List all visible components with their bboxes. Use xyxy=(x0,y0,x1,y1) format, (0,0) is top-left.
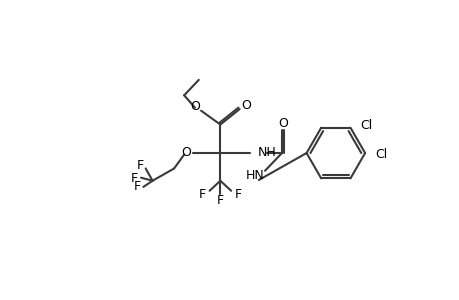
Text: O: O xyxy=(181,146,191,159)
Text: Cl: Cl xyxy=(374,148,386,161)
Text: O: O xyxy=(278,116,288,130)
Text: F: F xyxy=(216,194,224,206)
Text: O: O xyxy=(190,100,200,113)
Text: O: O xyxy=(241,99,250,112)
Text: F: F xyxy=(130,172,137,185)
Text: F: F xyxy=(234,188,241,201)
Text: F: F xyxy=(136,159,144,172)
Text: Cl: Cl xyxy=(360,119,372,132)
Text: HN: HN xyxy=(245,169,264,182)
Text: F: F xyxy=(199,188,206,201)
Text: F: F xyxy=(133,180,140,194)
Text: NH: NH xyxy=(257,146,276,159)
